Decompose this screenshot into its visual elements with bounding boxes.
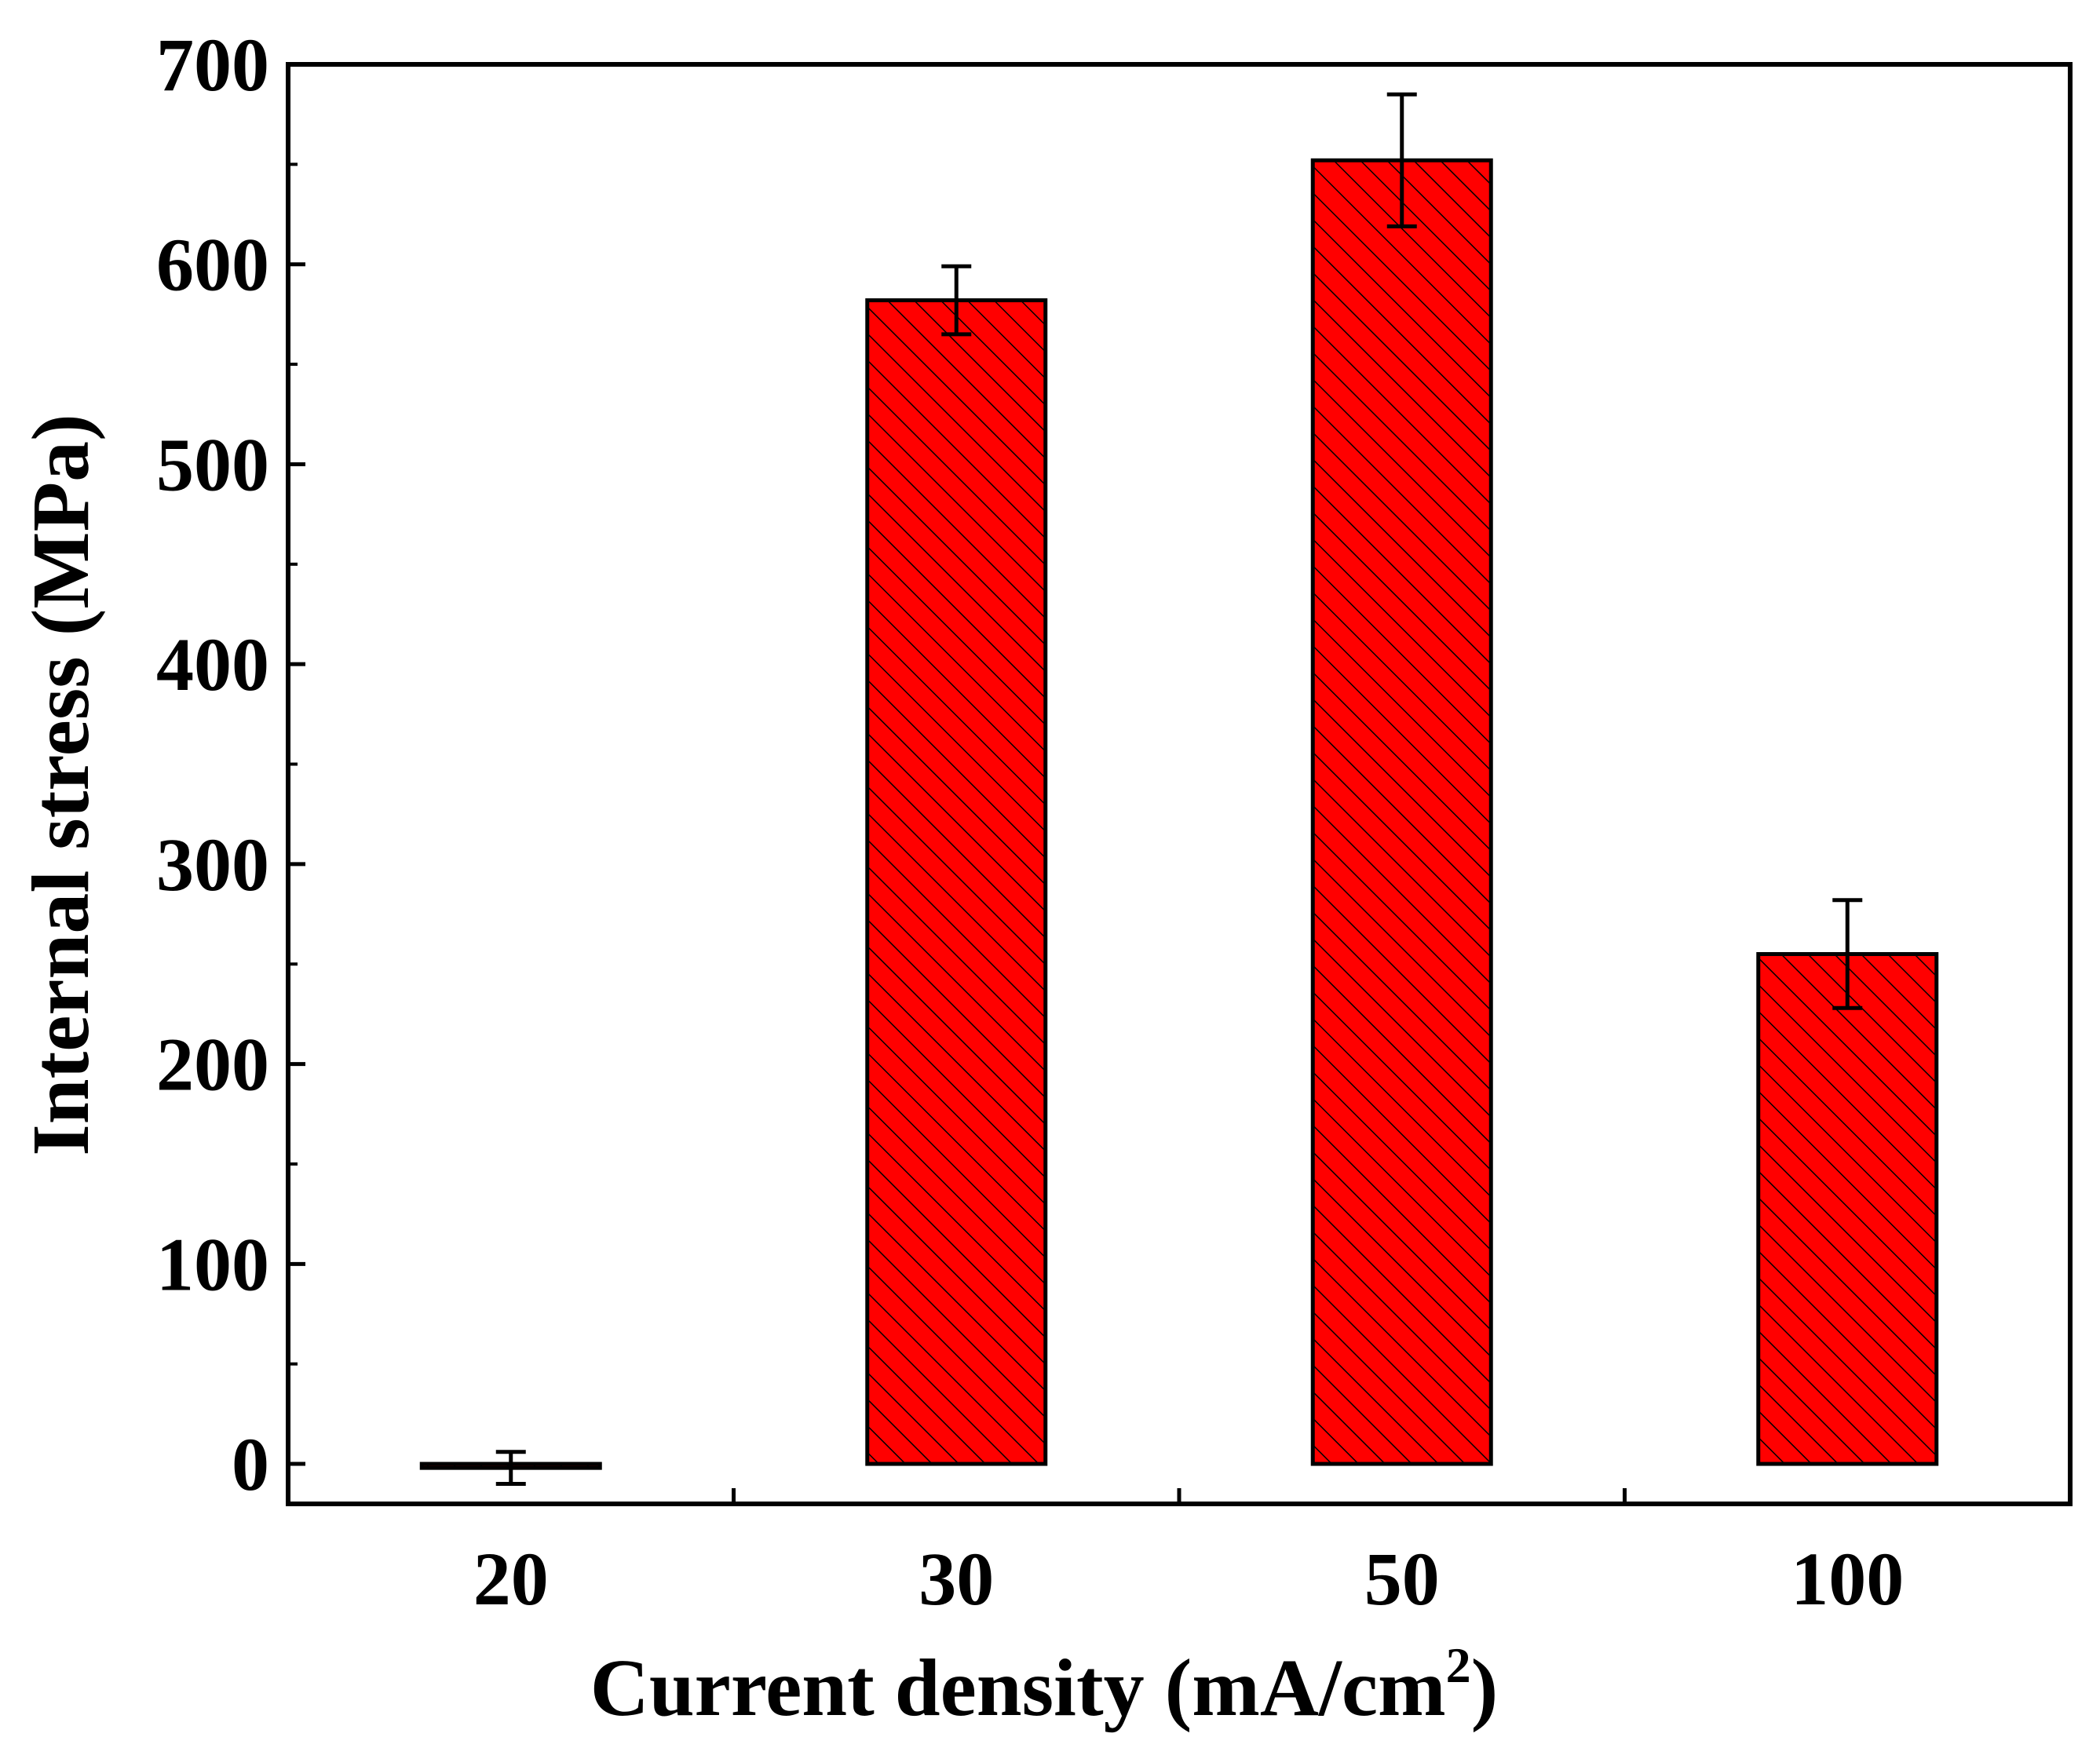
y-tick-label-600: 600: [156, 223, 269, 307]
x-axis-title-suffix: ): [1471, 1643, 1499, 1733]
y-tick-label-300: 300: [156, 823, 269, 907]
y-tick-label-400: 400: [156, 622, 269, 706]
x-tick-label-50: 50: [1364, 1537, 1440, 1621]
y-tick-label-0: 0: [232, 1422, 269, 1506]
bars-layer: [419, 158, 1939, 1470]
bar-hatch-50: [1313, 160, 1492, 1465]
x-tick-label-100: 100: [1791, 1537, 1904, 1621]
x-axis-title-superscript: 2: [1446, 1637, 1471, 1693]
y-axis-title: Internal stress (MPa): [16, 414, 106, 1155]
bar-hatch-30: [867, 300, 1046, 1465]
bar-hatch-100: [1758, 954, 1937, 1465]
y-tick-label-100: 100: [156, 1222, 269, 1306]
x-tick-label-30: 30: [919, 1537, 994, 1621]
error-bars-layer: [495, 92, 1863, 1487]
x-axis-title: Current density (mA/cm2): [590, 1637, 1499, 1733]
tick-labels-layer: 20 30 50 100 0 100 200 300 400 500 600 700: [156, 23, 1904, 1621]
ticks-layer: [288, 62, 1627, 1504]
x-axis-title-main: Current density (mA/cm: [590, 1643, 1446, 1733]
y-tick-label-700: 700: [156, 23, 269, 107]
y-tick-label-200: 200: [156, 1023, 269, 1107]
x-tick-label-20: 20: [473, 1537, 549, 1621]
y-tick-label-500: 500: [156, 422, 269, 506]
